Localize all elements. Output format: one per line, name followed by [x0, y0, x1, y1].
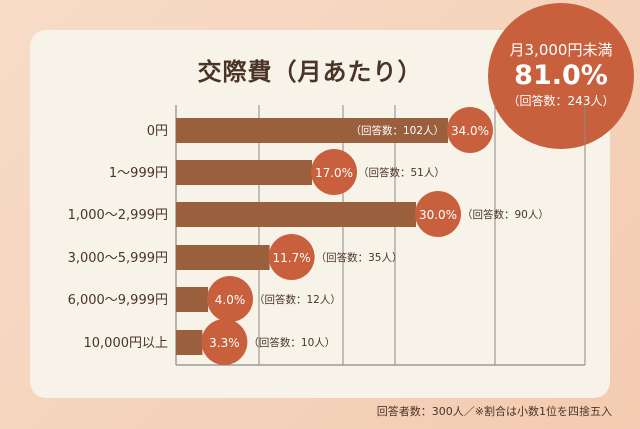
summary-percent: 81.0% — [514, 60, 608, 91]
category-label: 3,000〜5,999円 — [68, 251, 168, 266]
category-label: 10,000円以上 — [84, 336, 169, 351]
value-label: 30.0% — [419, 208, 457, 222]
count-label: （回答数：102人） — [350, 124, 444, 137]
value-bubble — [201, 319, 248, 365]
value-label: 4.0% — [215, 293, 246, 307]
value-bubble — [311, 149, 357, 195]
summary-badge: 月3,000円未満 81.0% （回答数：243人） — [488, 3, 634, 149]
footnote: 回答者数：300人／※割合は小数1位を四捨五入 — [376, 405, 612, 418]
value-bubble — [447, 107, 493, 153]
value-label: 17.0% — [315, 166, 353, 180]
summary-label: 月3,000円未満 — [509, 41, 613, 59]
value-bubble — [415, 191, 461, 237]
bar — [176, 160, 312, 185]
value-bubble — [207, 276, 253, 322]
value-label: 34.0% — [451, 124, 489, 138]
bar — [176, 202, 416, 227]
count-label: （回答数：51人） — [358, 166, 445, 179]
category-label: 1〜999円 — [109, 166, 168, 181]
count-label: （回答数：12人） — [254, 293, 341, 306]
summary-count: （回答数：243人） — [507, 94, 615, 108]
value-label: 3.3% — [209, 336, 240, 350]
category-label: 1,000〜2,999円 — [68, 208, 168, 223]
bar — [176, 245, 270, 270]
bar — [176, 118, 448, 143]
chart-title: 交際費（月あたり） — [197, 58, 423, 86]
value-label: 11.7% — [273, 251, 311, 265]
category-label: 6,000〜9,999円 — [68, 293, 168, 308]
bar — [176, 330, 203, 355]
count-label: （回答数：35人） — [316, 251, 403, 264]
count-label: （回答数：10人） — [248, 336, 335, 349]
count-label: （回答数：90人） — [462, 208, 549, 221]
bar — [176, 287, 208, 312]
category-label: 0円 — [147, 124, 168, 139]
value-bubble — [268, 234, 315, 280]
